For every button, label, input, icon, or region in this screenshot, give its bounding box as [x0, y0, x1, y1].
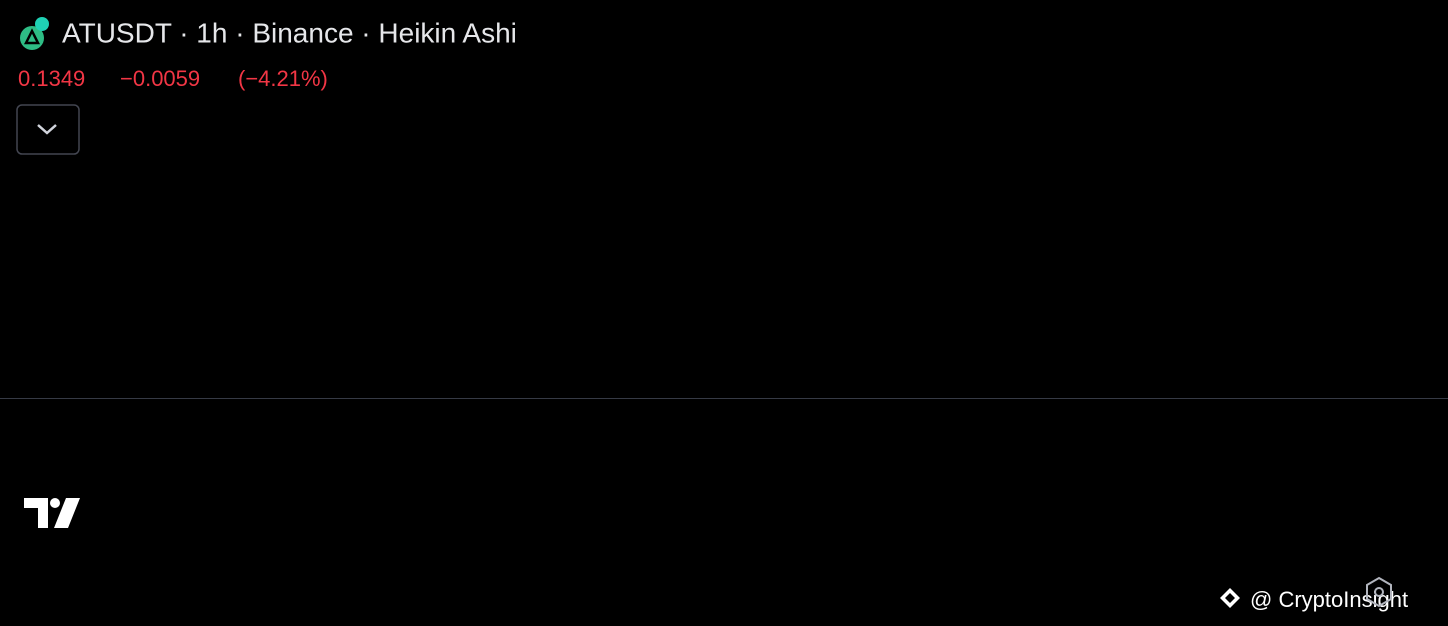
settings-icon[interactable]: [1366, 576, 1392, 608]
tv-logo-part: [24, 498, 48, 528]
watermark-icon: [1220, 588, 1240, 608]
change: −0.0059: [120, 66, 200, 91]
tv-logo-part: [54, 498, 80, 528]
watermark-text: @ CryptoInsight: [1250, 587, 1408, 612]
tv-logo: [24, 498, 80, 528]
price: 0.1349: [18, 66, 85, 91]
chevron-icon: [37, 124, 57, 135]
collapse-button[interactable]: [16, 104, 80, 155]
settings-hex: [1366, 576, 1392, 608]
symbol-badge: [35, 17, 49, 31]
title: ATUSDT · 1h · Binance · Heikin Ashi: [62, 17, 517, 48]
tv-logo-part: [50, 498, 60, 508]
change-percent: (−4.21%): [238, 66, 328, 91]
symbol-icon-mark: [23, 28, 41, 45]
settings-dot: [1374, 587, 1384, 597]
watermark: @ CryptoInsight: [1220, 587, 1408, 612]
header: ATUSDT · 1h · Binance · Heikin Ashi 0.13…: [16, 17, 517, 155]
